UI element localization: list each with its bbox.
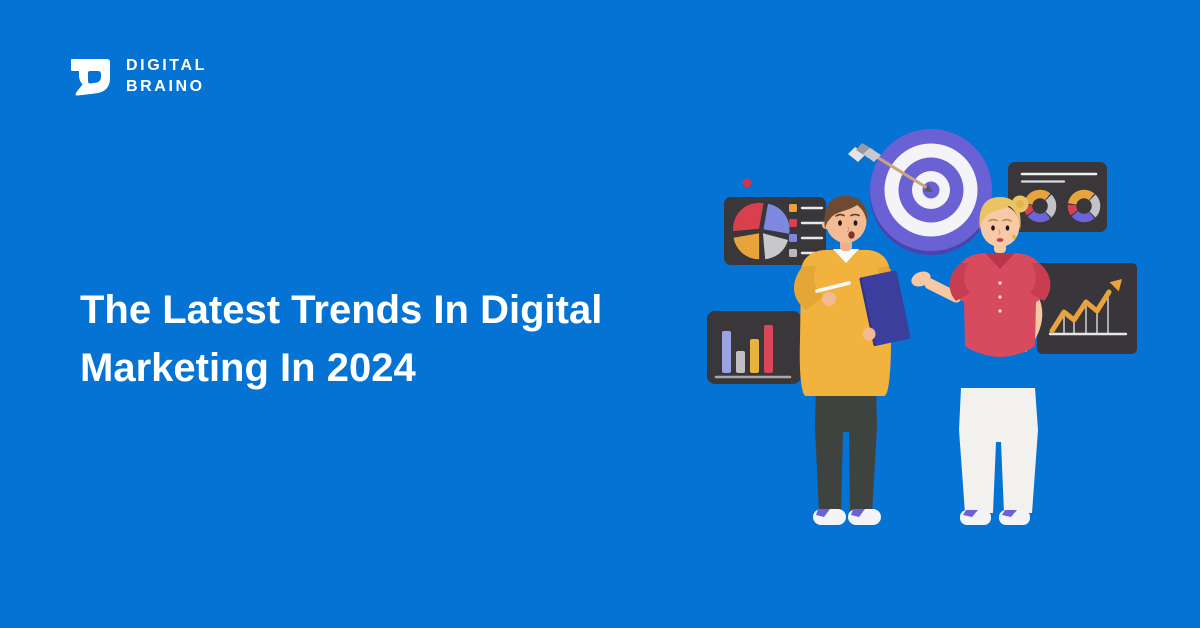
donut-chart-panel bbox=[1008, 162, 1107, 232]
pie-chart-icon bbox=[732, 202, 790, 260]
logo-text-line2: BRAINO bbox=[126, 78, 205, 95]
growth-arrow-icon bbox=[1048, 279, 1128, 336]
tablet-icon bbox=[859, 270, 911, 347]
pen-icon bbox=[815, 281, 851, 293]
growth-chart-panel bbox=[1037, 263, 1137, 354]
donut-chart-icon bbox=[1023, 189, 1101, 223]
woman-head bbox=[979, 195, 1029, 247]
red-dot bbox=[742, 178, 752, 188]
logo-text-line1: DIGITAL bbox=[126, 57, 208, 74]
logo-text: DIGITAL BRAINO bbox=[126, 55, 207, 97]
woman-character bbox=[911, 195, 1051, 525]
bar-chart-icon bbox=[714, 325, 792, 379]
bar-chart-panel bbox=[707, 311, 801, 384]
target-icon bbox=[848, 129, 992, 255]
earring-icon bbox=[1011, 234, 1017, 240]
logo: DIGITAL BRAINO bbox=[66, 52, 207, 100]
pie-chart-panel bbox=[724, 197, 826, 265]
man-character bbox=[793, 195, 911, 525]
headline-line-1: The Latest Trends In Digital bbox=[80, 288, 603, 332]
digital-braino-d-icon bbox=[71, 59, 110, 96]
headline-line-2: Marketing In 2024 bbox=[80, 346, 416, 390]
man-head bbox=[822, 195, 868, 243]
marketing-illustration bbox=[707, 129, 1137, 525]
arrow-icon bbox=[848, 143, 933, 192]
headline: The Latest Trends In Digital Marketing I… bbox=[80, 281, 740, 397]
